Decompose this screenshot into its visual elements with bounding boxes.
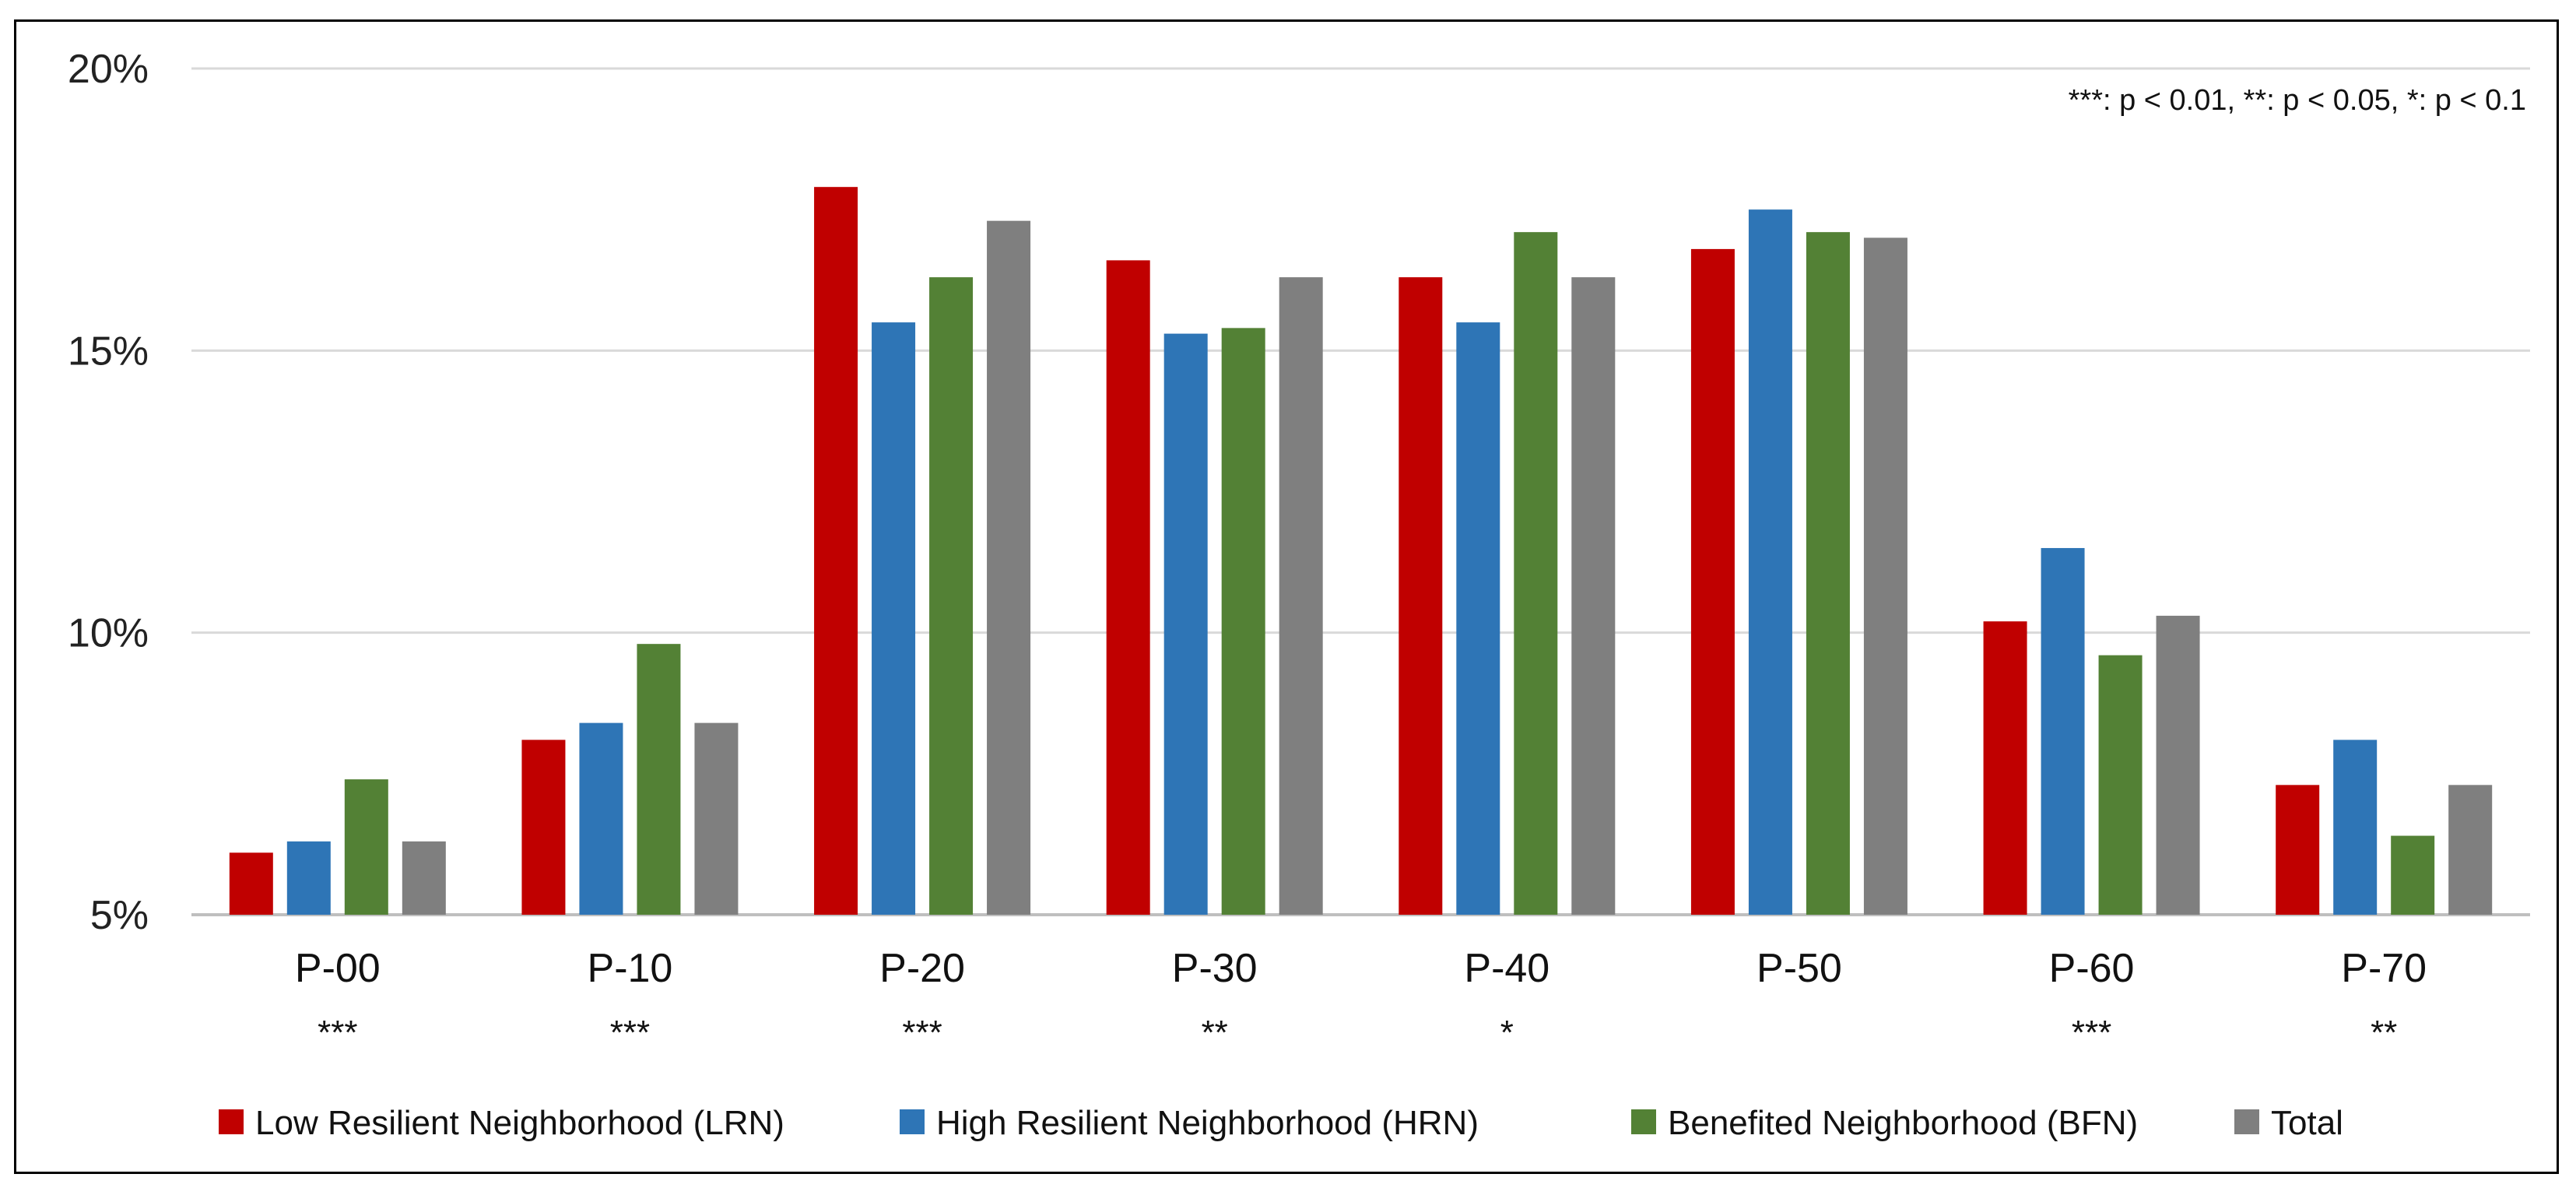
bar-p-20-benefited-neighborhood-bfn — [929, 277, 974, 915]
bar-p-00-benefited-neighborhood-bfn — [344, 779, 388, 915]
bar-p-70-high-resilient-neighborhood-hrn — [2333, 740, 2378, 915]
bar-p-70-low-resilient-neighborhood-lrn — [2276, 785, 2320, 915]
significance-p-70: ** — [2371, 1014, 2397, 1052]
bar-p-40-high-resilient-neighborhood-hrn — [1456, 322, 1500, 916]
x-tick-label-p-00: P-00 — [295, 946, 381, 991]
legend-swatch-low-resilient-neighborhood-lrn — [219, 1109, 244, 1134]
x-tick-label-p-40: P-40 — [1464, 946, 1549, 991]
significance-p-30: ** — [1202, 1014, 1228, 1052]
bar-p-10-benefited-neighborhood-bfn — [637, 644, 681, 915]
bar-p-60-high-resilient-neighborhood-hrn — [2041, 547, 2085, 915]
bars — [229, 187, 2493, 916]
chart-frame: 5% 10% 15% 20% P-00 P-10 P-20 P-30 P-40 P-50 P-60… — [14, 19, 2559, 1174]
x-tick-label-p-10: P-10 — [588, 946, 673, 991]
x-tick-label-p-50: P-50 — [1757, 946, 1842, 991]
bar-p-50-total — [1863, 237, 1907, 915]
legend-swatch-benefited-neighborhood-bfn — [1631, 1109, 1656, 1134]
legend-label-benefited-neighborhood-bfn: Benefited Neighborhood (BFN) — [1668, 1104, 2138, 1142]
legend-label-total: Total — [2271, 1104, 2343, 1142]
significance-p-00: *** — [318, 1014, 357, 1052]
significance-labels: *** *** *** ** * *** ** — [318, 1014, 2397, 1052]
bar-p-30-benefited-neighborhood-bfn — [1221, 328, 1265, 915]
bar-p-10-low-resilient-neighborhood-lrn — [521, 740, 566, 915]
bar-chart: 5% 10% 15% 20% P-00 P-10 P-20 P-30 P-40 P-50 P-60… — [68, 47, 2530, 1142]
y-tick-label: 20% — [68, 47, 149, 92]
bar-p-20-high-resilient-neighborhood-hrn — [872, 322, 916, 916]
bar-p-60-benefited-neighborhood-bfn — [2098, 655, 2143, 915]
bar-p-30-total — [1279, 277, 1323, 915]
x-tick-label-p-30: P-30 — [1172, 946, 1258, 991]
legend: Low Resilient Neighborhood (LRN) High Res… — [219, 1104, 2343, 1142]
legend-label-low-resilient-neighborhood-lrn: Low Resilient Neighborhood (LRN) — [255, 1104, 784, 1142]
bar-p-40-total — [1571, 277, 1616, 915]
x-tick-label-p-60: P-60 — [2049, 946, 2135, 991]
legend-swatch-total — [2234, 1109, 2259, 1134]
bar-p-10-total — [694, 722, 739, 915]
bar-p-70-benefited-neighborhood-bfn — [2391, 835, 2435, 915]
bar-p-60-total — [2156, 615, 2200, 915]
bar-p-50-benefited-neighborhood-bfn — [1806, 232, 1850, 915]
significance-p-40: * — [1500, 1014, 1514, 1052]
y-axis-ticks: 5% 10% 15% 20% — [68, 47, 149, 938]
bar-p-00-total — [402, 841, 446, 915]
x-axis-labels: P-00 P-10 P-20 P-30 P-40 P-50 P-60 P-70 — [295, 946, 2427, 991]
bar-p-00-low-resilient-neighborhood-lrn — [229, 852, 273, 915]
bar-p-70-total — [2448, 785, 2493, 915]
bar-p-60-low-resilient-neighborhood-lrn — [1983, 621, 2027, 915]
bar-p-30-low-resilient-neighborhood-lrn — [1106, 260, 1150, 915]
y-tick-label: 10% — [68, 611, 149, 656]
x-tick-label-p-20: P-20 — [879, 946, 965, 991]
significance-p-10: *** — [610, 1014, 650, 1052]
legend-label-high-resilient-neighborhood-hrn: High Resilient Neighborhood (HRN) — [936, 1104, 1479, 1142]
x-tick-label-p-70: P-70 — [2341, 946, 2427, 991]
bar-p-20-total — [987, 220, 1031, 915]
bar-p-50-high-resilient-neighborhood-hrn — [1748, 209, 1792, 915]
legend-swatch-high-resilient-neighborhood-hrn — [900, 1109, 925, 1134]
bar-p-20-low-resilient-neighborhood-lrn — [814, 187, 858, 915]
bar-p-40-benefited-neighborhood-bfn — [1514, 232, 1558, 915]
significance-p-20: *** — [902, 1014, 942, 1052]
y-tick-label: 5% — [90, 893, 149, 938]
bar-p-10-high-resilient-neighborhood-hrn — [579, 722, 623, 915]
y-tick-label: 15% — [68, 329, 149, 374]
significance-annotation: ***: p < 0.01, **: p < 0.05, *: p < 0.1 — [2069, 84, 2526, 117]
significance-p-60: *** — [2072, 1014, 2111, 1052]
bar-p-30-high-resilient-neighborhood-hrn — [1163, 333, 1208, 915]
bar-p-40-low-resilient-neighborhood-lrn — [1399, 277, 1443, 915]
bar-p-50-low-resilient-neighborhood-lrn — [1690, 248, 1735, 916]
bar-p-00-high-resilient-neighborhood-hrn — [286, 841, 331, 915]
